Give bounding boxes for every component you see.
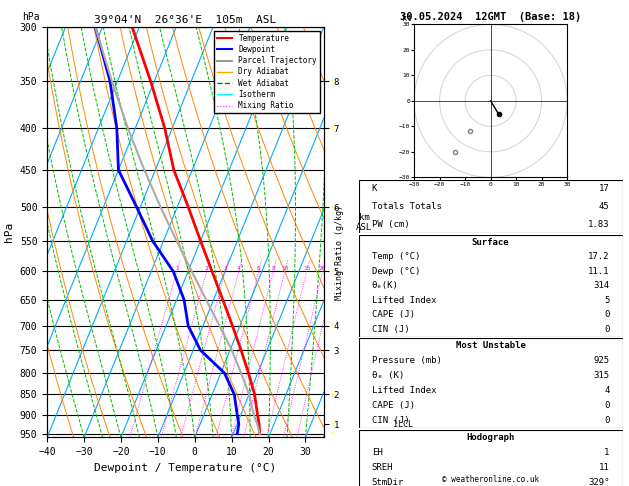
Text: <: < (331, 125, 335, 131)
Text: Mixing Ratio (g/kg): Mixing Ratio (g/kg) (335, 205, 344, 300)
Text: <: < (331, 323, 335, 329)
Title: 39°04'N  26°36'E  105m  ASL: 39°04'N 26°36'E 105m ASL (94, 15, 277, 25)
Text: 45: 45 (599, 202, 610, 211)
Text: CIN (J): CIN (J) (372, 416, 409, 425)
Text: 1LCL: 1LCL (393, 420, 413, 429)
Legend: Temperature, Dewpoint, Parcel Trajectory, Dry Adiabat, Wet Adiabat, Isotherm, Mi: Temperature, Dewpoint, Parcel Trajectory… (214, 31, 320, 113)
Text: hPa: hPa (22, 12, 40, 22)
Text: 314: 314 (593, 281, 610, 290)
Text: Dewp (°C): Dewp (°C) (372, 267, 420, 276)
Text: 1.83: 1.83 (588, 220, 610, 229)
Text: 11: 11 (599, 463, 610, 472)
Text: <: < (331, 431, 335, 437)
Text: 6: 6 (257, 266, 260, 272)
Text: CAPE (J): CAPE (J) (372, 311, 415, 319)
Text: θₑ(K): θₑ(K) (372, 281, 399, 290)
Text: Most Unstable: Most Unstable (455, 341, 526, 350)
Text: <: < (331, 78, 335, 84)
Text: Hodograph: Hodograph (467, 433, 515, 442)
Text: CAPE (J): CAPE (J) (372, 401, 415, 410)
Text: <: < (331, 391, 335, 398)
Text: <: < (331, 421, 335, 427)
Text: 11.1: 11.1 (588, 267, 610, 276)
Text: 30.05.2024  12GMT  (Base: 18): 30.05.2024 12GMT (Base: 18) (400, 12, 581, 22)
Text: 8: 8 (271, 266, 275, 272)
X-axis label: Dewpoint / Temperature (°C): Dewpoint / Temperature (°C) (94, 463, 277, 473)
Text: 15: 15 (303, 266, 310, 272)
Text: 1: 1 (175, 266, 179, 272)
Text: 0: 0 (604, 401, 610, 410)
Text: 4: 4 (604, 386, 610, 395)
Text: 1: 1 (604, 448, 610, 457)
Text: Pressure (mb): Pressure (mb) (372, 356, 442, 365)
Y-axis label: hPa: hPa (4, 222, 14, 242)
Text: 2: 2 (205, 266, 209, 272)
Y-axis label: km
ASL: km ASL (356, 213, 372, 232)
Text: 925: 925 (593, 356, 610, 365)
Text: K: K (372, 184, 377, 193)
Text: Surface: Surface (472, 238, 509, 246)
Text: 20: 20 (319, 266, 326, 272)
Text: 5: 5 (604, 296, 610, 305)
Text: CIN (J): CIN (J) (372, 325, 409, 334)
Text: Lifted Index: Lifted Index (372, 386, 437, 395)
Text: © weatheronline.co.uk: © weatheronline.co.uk (442, 474, 539, 484)
Text: 17.2: 17.2 (588, 252, 610, 261)
Text: 0: 0 (604, 311, 610, 319)
Text: Lifted Index: Lifted Index (372, 296, 437, 305)
Text: StmDir: StmDir (372, 478, 404, 486)
Text: PW (cm): PW (cm) (372, 220, 409, 229)
Text: 3: 3 (223, 266, 227, 272)
Text: <: < (331, 268, 335, 275)
Text: 4: 4 (237, 266, 241, 272)
Text: SREH: SREH (372, 463, 393, 472)
Text: 17: 17 (599, 184, 610, 193)
Text: Temp (°C): Temp (°C) (372, 252, 420, 261)
Text: 0: 0 (604, 416, 610, 425)
Text: kt: kt (402, 14, 412, 23)
Text: <: < (331, 204, 335, 210)
Text: 0: 0 (604, 325, 610, 334)
Text: 315: 315 (593, 371, 610, 380)
Text: 329°: 329° (588, 478, 610, 486)
Text: EH: EH (372, 448, 382, 457)
Text: θₑ (K): θₑ (K) (372, 371, 404, 380)
Text: Totals Totals: Totals Totals (372, 202, 442, 211)
Text: 10: 10 (281, 266, 289, 272)
